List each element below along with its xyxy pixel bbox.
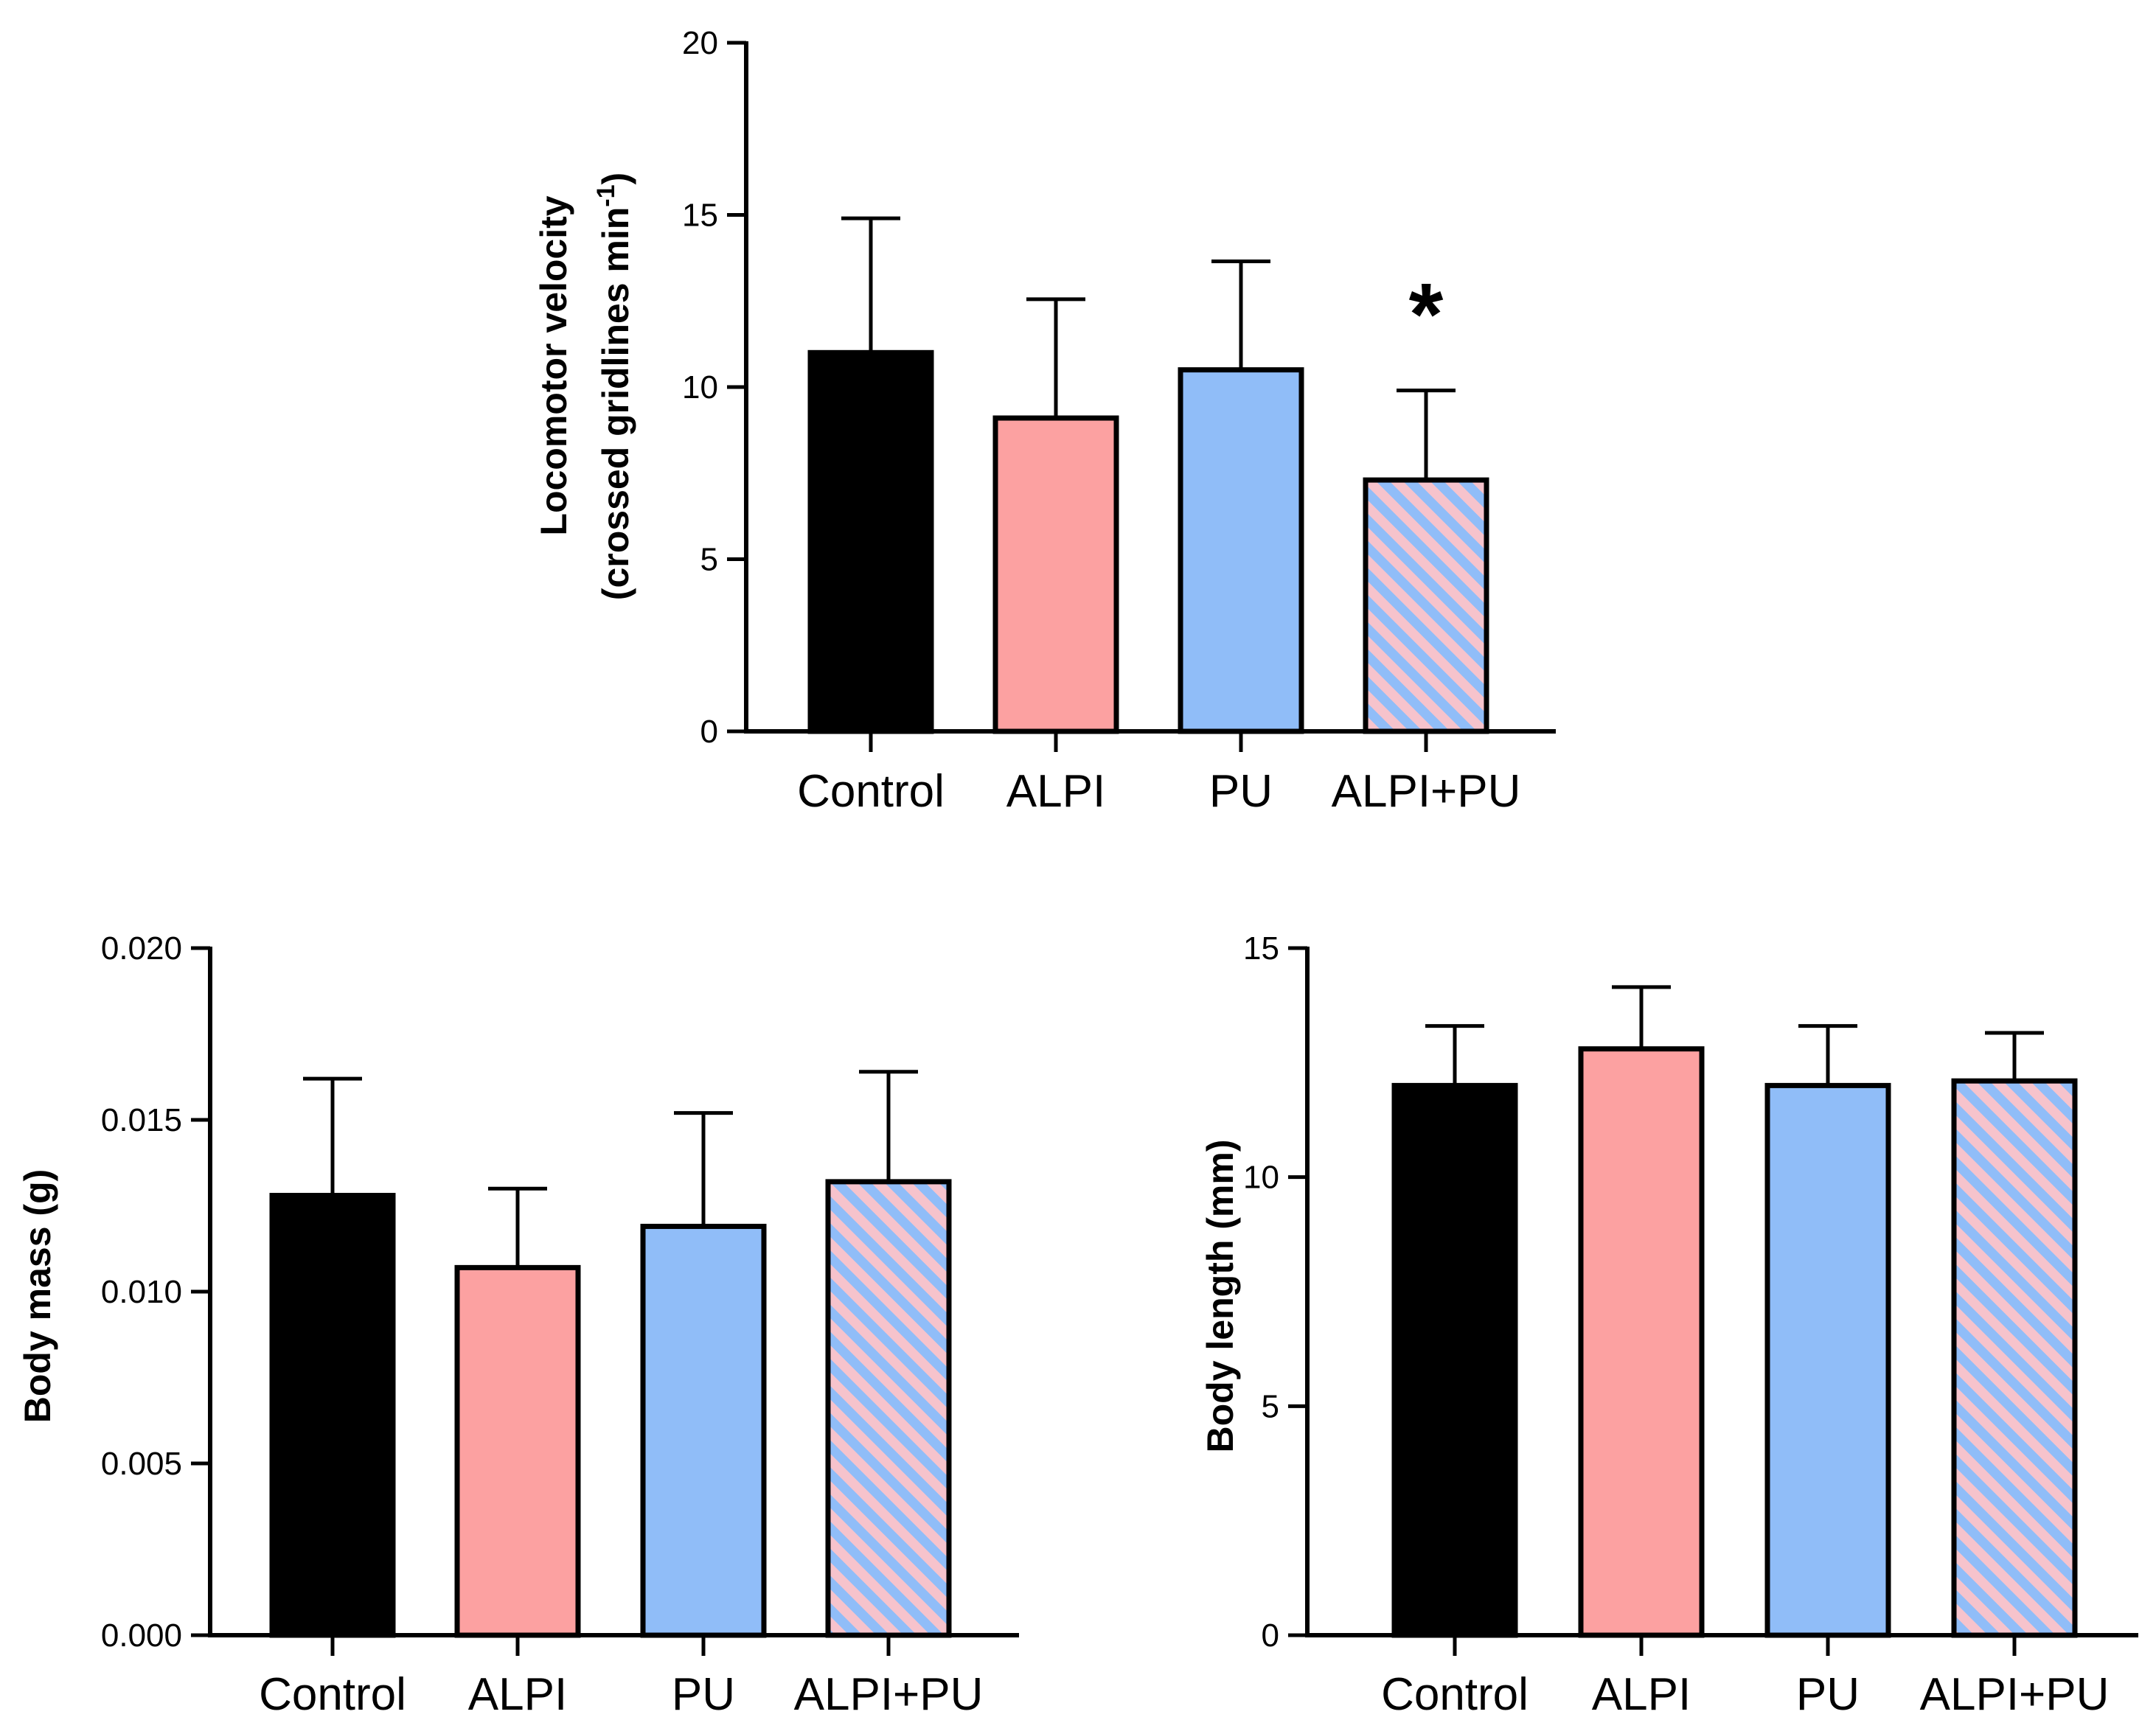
body-mass-bars xyxy=(269,1070,952,1638)
body-mass-y-tick-label: 0.015 xyxy=(101,1102,182,1138)
body-length-bar-control xyxy=(1391,1082,1518,1638)
locomotor-velocity-bar-control xyxy=(807,349,934,734)
body-length-bars xyxy=(1391,985,2078,1638)
body-mass-y-ticks: 0.000 0.005 0.010 0.015 0.020 xyxy=(101,930,210,1654)
body-mass-y-axis-title: Body mass (g) xyxy=(17,1169,58,1424)
locomotor-velocity-errorbar-pu xyxy=(1211,260,1270,370)
locomotor-velocity-bar-alpi xyxy=(992,415,1119,734)
body-mass-y-tick-label: 0.005 xyxy=(101,1446,182,1482)
locomotor-velocity-x-label-pu: PU xyxy=(1209,766,1273,817)
locomotor-velocity-x-label-alpi-plus-pu: ALPI+PU xyxy=(1332,766,1521,817)
body-mass-y-tick-label: 0.010 xyxy=(101,1274,182,1310)
locomotor-velocity-y-tick-label: 10 xyxy=(682,369,718,405)
locomotor-velocity-y-tick-label: 5 xyxy=(700,542,718,578)
locomotor-velocity-significance-alpi-plus-pu: * xyxy=(1409,265,1444,364)
body-length-x-label-alpi: ALPI xyxy=(1592,1669,1691,1720)
body-length-chart: 0 5 10 15 Control ALPI PU ALPI+PU Body length … xyxy=(1200,930,2138,1720)
body-mass-errorbar-pu xyxy=(674,1111,733,1227)
body-mass-y-tick-label: 0.000 xyxy=(101,1618,182,1654)
body-mass-bar-alpi xyxy=(454,1264,581,1638)
body-length-bar-pu xyxy=(1764,1082,1891,1638)
body-mass-x-label-alpi: ALPI xyxy=(468,1669,567,1720)
body-mass-y-tick-label: 0.020 xyxy=(101,930,182,967)
locomotor-velocity-y-ticks: 0 5 10 15 20 xyxy=(682,25,746,750)
body-length-x-labels: Control ALPI PU ALPI+PU xyxy=(1381,1635,2109,1720)
body-mass-x-label-alpi-plus-pu: ALPI+PU xyxy=(794,1669,984,1720)
locomotor-velocity-errorbar-alpi xyxy=(1026,297,1085,419)
body-length-y-axis-title: Body length (mm) xyxy=(1200,1140,1241,1453)
locomotor-velocity-bar-alpi-plus-pu xyxy=(1363,477,1489,734)
locomotor-velocity-bars: * xyxy=(807,216,1489,734)
locomotor-velocity-x-label-alpi: ALPI xyxy=(1006,766,1105,817)
locomotor-velocity-y-tick-label: 15 xyxy=(682,198,718,234)
body-mass-chart: 0.000 0.005 0.010 0.015 0.020 Control ALPI PU A… xyxy=(17,930,1019,1720)
body-mass-bar-alpi-plus-pu xyxy=(825,1179,952,1638)
body-length-y-ticks: 0 5 10 15 xyxy=(1243,930,1307,1654)
body-length-x-label-control: Control xyxy=(1381,1669,1529,1720)
body-length-errorbar-alpi-plus-pu xyxy=(1985,1031,2044,1082)
body-length-bar-alpi-plus-pu xyxy=(1951,1078,2078,1638)
body-length-x-label-alpi-plus-pu: ALPI+PU xyxy=(1920,1669,2110,1720)
body-length-errorbar-pu xyxy=(1798,1024,1857,1086)
locomotor-velocity-axes xyxy=(744,41,1556,734)
body-length-y-tick-label: 5 xyxy=(1262,1388,1279,1424)
body-mass-errorbar-control xyxy=(303,1076,362,1196)
body-length-y-tick-label: 0 xyxy=(1262,1618,1279,1654)
body-mass-x-labels: Control ALPI PU ALPI+PU xyxy=(259,1635,983,1720)
locomotor-velocity-bar-pu xyxy=(1178,367,1304,734)
locomotor-velocity-chart: * 0 5 10 15 20 Control ALPI PU ALPI+PU Locomoto… xyxy=(533,25,1556,817)
body-length-errorbar-alpi xyxy=(1612,985,1671,1049)
locomotor-velocity-y-tick-label: 20 xyxy=(682,25,718,61)
body-length-errorbar-control xyxy=(1425,1024,1484,1086)
body-mass-bar-pu xyxy=(640,1223,767,1638)
locomotor-velocity-y-tick-label: 0 xyxy=(700,714,718,750)
body-mass-x-label-control: Control xyxy=(259,1669,406,1720)
body-length-y-tick-label: 15 xyxy=(1243,930,1279,967)
locomotor-velocity-errorbar-alpi-plus-pu xyxy=(1397,389,1456,481)
body-mass-x-label-pu: PU xyxy=(672,1669,735,1720)
body-length-x-label-pu: PU xyxy=(1796,1669,1860,1720)
body-mass-errorbar-alpi-plus-pu xyxy=(859,1070,918,1182)
locomotor-velocity-x-labels: Control ALPI PU ALPI+PU xyxy=(797,731,1520,817)
locomotor-velocity-x-label-control: Control xyxy=(797,766,945,817)
body-length-y-tick-label: 10 xyxy=(1243,1160,1279,1196)
body-mass-errorbar-alpi xyxy=(488,1186,547,1268)
locomotor-velocity-y-axis-title-line2: (crossed gridlines min-1) xyxy=(592,173,636,600)
body-mass-bar-control xyxy=(269,1193,396,1638)
body-length-bar-alpi xyxy=(1578,1046,1705,1638)
body-length-axes xyxy=(1305,947,2138,1637)
body-mass-axes xyxy=(208,947,1019,1637)
locomotor-velocity-errorbar-control xyxy=(841,216,900,353)
locomotor-velocity-y-axis-title-line1: Locomotor velocity xyxy=(533,195,574,535)
